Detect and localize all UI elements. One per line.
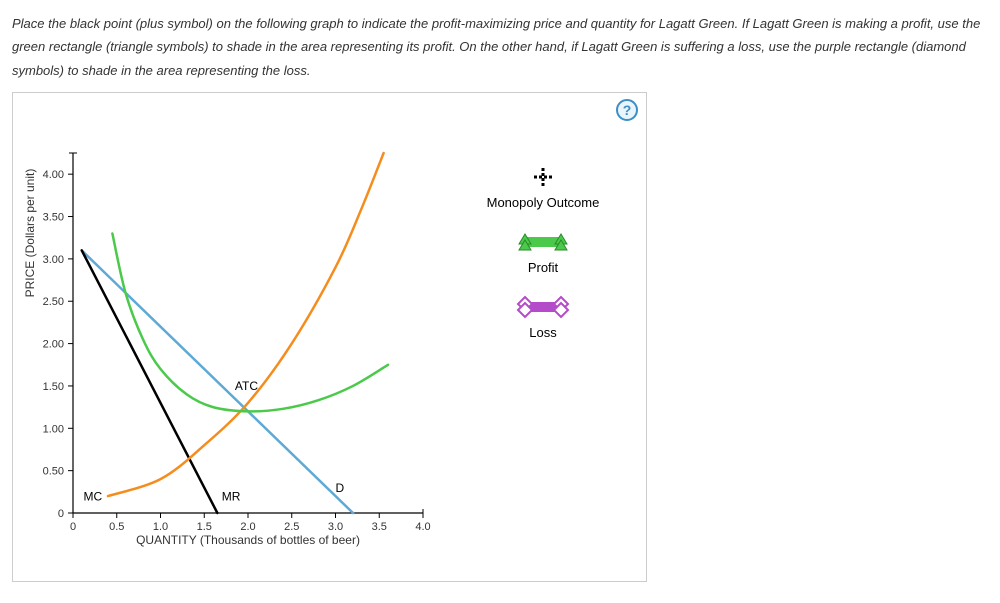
legend-loss[interactable]: Loss — [463, 293, 623, 340]
instruction-text: Place the black point (plus symbol) on t… — [12, 12, 988, 82]
legend-label: Loss — [463, 325, 623, 340]
svg-text:3.00: 3.00 — [43, 254, 64, 266]
svg-text:1.0: 1.0 — [153, 521, 168, 533]
chart-plot-area[interactable]: 00.51.01.52.02.53.03.54.000.501.001.502.… — [73, 153, 423, 513]
svg-text:1.5: 1.5 — [197, 521, 212, 533]
svg-text:0: 0 — [70, 521, 76, 533]
svg-text:0: 0 — [58, 508, 64, 520]
svg-text:D: D — [336, 481, 345, 495]
x-axis-label: QUANTITY (Thousands of bottles of beer) — [73, 533, 423, 547]
svg-text:2.00: 2.00 — [43, 339, 64, 351]
svg-text:0.50: 0.50 — [43, 466, 64, 478]
svg-text:3.5: 3.5 — [372, 521, 387, 533]
svg-text:1.00: 1.00 — [43, 423, 64, 435]
chart-svg[interactable]: 00.51.01.52.02.53.03.54.000.501.001.502.… — [73, 153, 423, 513]
svg-text:3.50: 3.50 — [43, 212, 64, 224]
triangle-rect-icon — [463, 228, 623, 256]
svg-text:4.0: 4.0 — [415, 521, 430, 533]
graph-panel: ? PRICE (Dollars per unit) 00.51.01.52.0… — [12, 92, 647, 582]
svg-text:2.0: 2.0 — [240, 521, 255, 533]
legend-label: Profit — [463, 260, 623, 275]
y-axis-label: PRICE (Dollars per unit) — [23, 133, 37, 333]
plus-icon — [463, 163, 623, 191]
svg-text:2.50: 2.50 — [43, 296, 64, 308]
svg-text:MC: MC — [84, 489, 103, 503]
svg-text:3.0: 3.0 — [328, 521, 343, 533]
svg-text:1.50: 1.50 — [43, 381, 64, 393]
svg-text:0.5: 0.5 — [109, 521, 124, 533]
help-button[interactable]: ? — [616, 99, 638, 121]
svg-text:2.5: 2.5 — [284, 521, 299, 533]
legend-monopoly-outcome[interactable]: Monopoly Outcome — [463, 163, 623, 210]
legend-label: Monopoly Outcome — [463, 195, 623, 210]
legend: Monopoly Outcome Profit — [463, 163, 623, 358]
svg-text:MR: MR — [222, 489, 241, 503]
diamond-rect-icon — [463, 293, 623, 321]
legend-profit[interactable]: Profit — [463, 228, 623, 275]
svg-text:ATC: ATC — [235, 379, 258, 393]
svg-text:4.00: 4.00 — [43, 169, 64, 181]
